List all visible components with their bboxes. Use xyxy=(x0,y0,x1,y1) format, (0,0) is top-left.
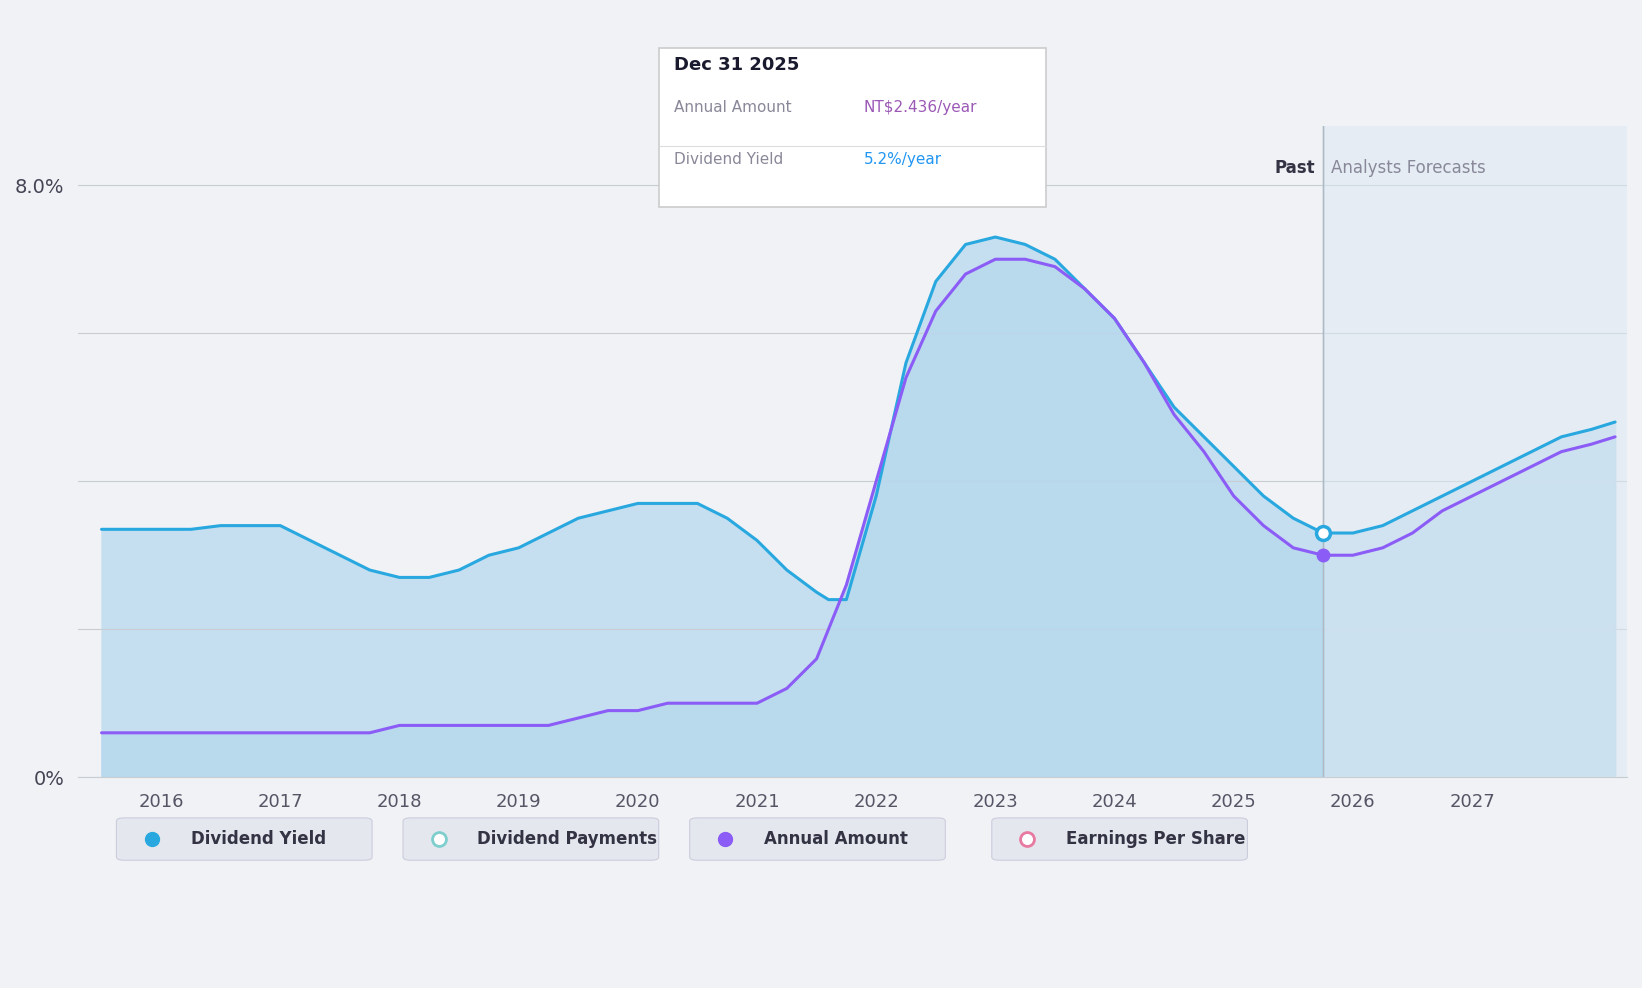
Text: Dividend Yield: Dividend Yield xyxy=(675,152,783,167)
Text: 5.2%/year: 5.2%/year xyxy=(864,152,943,167)
Text: Annual Amount: Annual Amount xyxy=(675,100,791,115)
FancyBboxPatch shape xyxy=(690,818,946,861)
Text: Past: Past xyxy=(1274,159,1315,178)
Text: Earnings Per Share: Earnings Per Share xyxy=(1066,830,1246,848)
FancyBboxPatch shape xyxy=(658,47,1046,207)
Text: Analysts Forecasts: Analysts Forecasts xyxy=(1332,159,1486,178)
Text: Annual Amount: Annual Amount xyxy=(764,830,908,848)
Text: Dec 31 2025: Dec 31 2025 xyxy=(675,55,800,74)
Bar xyxy=(1323,126,1627,778)
FancyBboxPatch shape xyxy=(402,818,658,861)
FancyBboxPatch shape xyxy=(117,818,373,861)
Text: Dividend Payments: Dividend Payments xyxy=(478,830,657,848)
FancyBboxPatch shape xyxy=(992,818,1248,861)
Text: NT$2.436/year: NT$2.436/year xyxy=(864,100,977,115)
Text: Dividend Yield: Dividend Yield xyxy=(190,830,325,848)
